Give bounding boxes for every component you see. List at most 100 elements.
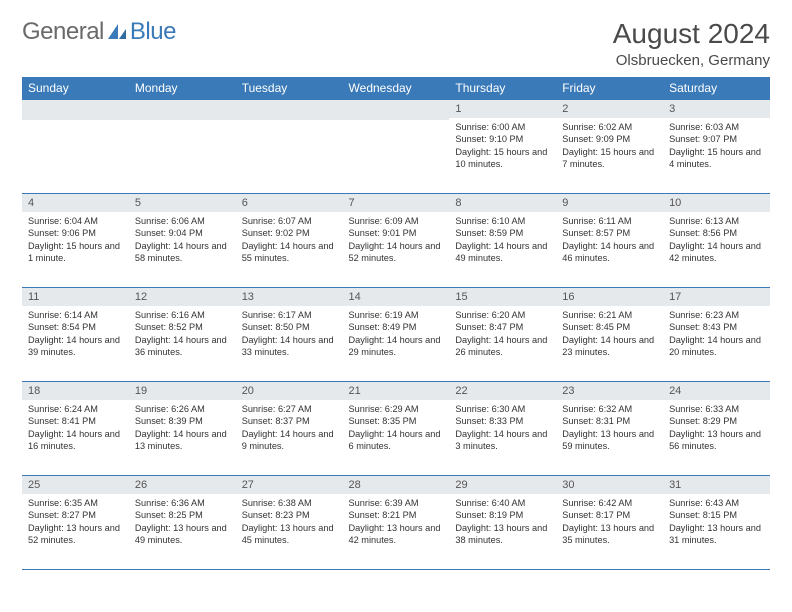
daylight-text: Daylight: 15 hours and 1 minute. <box>28 240 123 265</box>
logo-sail-icon <box>106 22 128 42</box>
day-info: Sunrise: 6:10 AMSunset: 8:59 PMDaylight:… <box>449 212 556 268</box>
title-block: August 2024 Olsbruecken, Germany <box>613 18 770 69</box>
sunset-text: Sunset: 8:33 PM <box>455 415 550 427</box>
calendar-cell: 8Sunrise: 6:10 AMSunset: 8:59 PMDaylight… <box>449 194 556 288</box>
logo-text-1: General <box>22 18 104 46</box>
day-info: Sunrise: 6:21 AMSunset: 8:45 PMDaylight:… <box>556 306 663 362</box>
day-info: Sunrise: 6:09 AMSunset: 9:01 PMDaylight:… <box>343 212 450 268</box>
sunrise-text: Sunrise: 6:02 AM <box>562 121 657 133</box>
calendar-cell: 11Sunrise: 6:14 AMSunset: 8:54 PMDayligh… <box>22 288 129 382</box>
day-info: Sunrise: 6:38 AMSunset: 8:23 PMDaylight:… <box>236 494 343 550</box>
day-info: Sunrise: 6:33 AMSunset: 8:29 PMDaylight:… <box>663 400 770 456</box>
daylight-text: Daylight: 13 hours and 49 minutes. <box>135 522 230 547</box>
calendar-body: 1Sunrise: 6:00 AMSunset: 9:10 PMDaylight… <box>22 100 770 570</box>
calendar-cell: 16Sunrise: 6:21 AMSunset: 8:45 PMDayligh… <box>556 288 663 382</box>
day-info: Sunrise: 6:16 AMSunset: 8:52 PMDaylight:… <box>129 306 236 362</box>
day-info: Sunrise: 6:00 AMSunset: 9:10 PMDaylight:… <box>449 118 556 174</box>
calendar-cell <box>236 100 343 194</box>
day-info: Sunrise: 6:42 AMSunset: 8:17 PMDaylight:… <box>556 494 663 550</box>
day-number: 17 <box>663 288 770 306</box>
sunrise-text: Sunrise: 6:35 AM <box>28 497 123 509</box>
day-number: 13 <box>236 288 343 306</box>
sunrise-text: Sunrise: 6:43 AM <box>669 497 764 509</box>
sunset-text: Sunset: 8:35 PM <box>349 415 444 427</box>
sunset-text: Sunset: 8:29 PM <box>669 415 764 427</box>
sunset-text: Sunset: 9:06 PM <box>28 227 123 239</box>
sunrise-text: Sunrise: 6:39 AM <box>349 497 444 509</box>
sunset-text: Sunset: 8:27 PM <box>28 509 123 521</box>
calendar-cell: 12Sunrise: 6:16 AMSunset: 8:52 PMDayligh… <box>129 288 236 382</box>
sunset-text: Sunset: 8:37 PM <box>242 415 337 427</box>
day-number: 4 <box>22 194 129 212</box>
daylight-text: Daylight: 15 hours and 10 minutes. <box>455 146 550 171</box>
sunrise-text: Sunrise: 6:20 AM <box>455 309 550 321</box>
calendar-cell: 13Sunrise: 6:17 AMSunset: 8:50 PMDayligh… <box>236 288 343 382</box>
month-title: August 2024 <box>613 18 770 50</box>
day-info: Sunrise: 6:39 AMSunset: 8:21 PMDaylight:… <box>343 494 450 550</box>
calendar-cell: 2Sunrise: 6:02 AMSunset: 9:09 PMDaylight… <box>556 100 663 194</box>
day-number: 23 <box>556 382 663 400</box>
sunrise-text: Sunrise: 6:11 AM <box>562 215 657 227</box>
sunset-text: Sunset: 9:02 PM <box>242 227 337 239</box>
daylight-text: Daylight: 14 hours and 52 minutes. <box>349 240 444 265</box>
day-number: 6 <box>236 194 343 212</box>
sunrise-text: Sunrise: 6:36 AM <box>135 497 230 509</box>
day-info: Sunrise: 6:11 AMSunset: 8:57 PMDaylight:… <box>556 212 663 268</box>
day-info: Sunrise: 6:35 AMSunset: 8:27 PMDaylight:… <box>22 494 129 550</box>
daylight-text: Daylight: 14 hours and 13 minutes. <box>135 428 230 453</box>
sunset-text: Sunset: 9:09 PM <box>562 133 657 145</box>
day-number: 29 <box>449 476 556 494</box>
daylight-text: Daylight: 14 hours and 46 minutes. <box>562 240 657 265</box>
day-number: 7 <box>343 194 450 212</box>
calendar-cell: 14Sunrise: 6:19 AMSunset: 8:49 PMDayligh… <box>343 288 450 382</box>
sunrise-text: Sunrise: 6:03 AM <box>669 121 764 133</box>
sunset-text: Sunset: 8:45 PM <box>562 321 657 333</box>
sunset-text: Sunset: 8:47 PM <box>455 321 550 333</box>
day-info: Sunrise: 6:24 AMSunset: 8:41 PMDaylight:… <box>22 400 129 456</box>
daylight-text: Daylight: 13 hours and 42 minutes. <box>349 522 444 547</box>
day-info: Sunrise: 6:19 AMSunset: 8:49 PMDaylight:… <box>343 306 450 362</box>
day-number: 25 <box>22 476 129 494</box>
sunset-text: Sunset: 8:41 PM <box>28 415 123 427</box>
calendar-cell: 24Sunrise: 6:33 AMSunset: 8:29 PMDayligh… <box>663 382 770 476</box>
sunrise-text: Sunrise: 6:32 AM <box>562 403 657 415</box>
day-info: Sunrise: 6:02 AMSunset: 9:09 PMDaylight:… <box>556 118 663 174</box>
empty-day <box>22 100 129 120</box>
day-number: 18 <box>22 382 129 400</box>
calendar-cell: 15Sunrise: 6:20 AMSunset: 8:47 PMDayligh… <box>449 288 556 382</box>
daylight-text: Daylight: 13 hours and 35 minutes. <box>562 522 657 547</box>
day-number: 26 <box>129 476 236 494</box>
sunset-text: Sunset: 8:56 PM <box>669 227 764 239</box>
calendar-cell: 21Sunrise: 6:29 AMSunset: 8:35 PMDayligh… <box>343 382 450 476</box>
sunset-text: Sunset: 8:25 PM <box>135 509 230 521</box>
sunset-text: Sunset: 8:23 PM <box>242 509 337 521</box>
calendar-cell <box>129 100 236 194</box>
calendar-cell: 22Sunrise: 6:30 AMSunset: 8:33 PMDayligh… <box>449 382 556 476</box>
sunrise-text: Sunrise: 6:30 AM <box>455 403 550 415</box>
logo-text-2: Blue <box>130 18 176 46</box>
day-info: Sunrise: 6:27 AMSunset: 8:37 PMDaylight:… <box>236 400 343 456</box>
day-header: Friday <box>556 77 663 100</box>
sunset-text: Sunset: 8:39 PM <box>135 415 230 427</box>
day-info: Sunrise: 6:43 AMSunset: 8:15 PMDaylight:… <box>663 494 770 550</box>
day-header: Tuesday <box>236 77 343 100</box>
sunset-text: Sunset: 8:57 PM <box>562 227 657 239</box>
calendar-week: 4Sunrise: 6:04 AMSunset: 9:06 PMDaylight… <box>22 194 770 288</box>
day-number: 22 <box>449 382 556 400</box>
daylight-text: Daylight: 15 hours and 4 minutes. <box>669 146 764 171</box>
calendar-cell: 6Sunrise: 6:07 AMSunset: 9:02 PMDaylight… <box>236 194 343 288</box>
sunrise-text: Sunrise: 6:07 AM <box>242 215 337 227</box>
day-info: Sunrise: 6:06 AMSunset: 9:04 PMDaylight:… <box>129 212 236 268</box>
calendar-week: 25Sunrise: 6:35 AMSunset: 8:27 PMDayligh… <box>22 476 770 570</box>
calendar-cell: 29Sunrise: 6:40 AMSunset: 8:19 PMDayligh… <box>449 476 556 570</box>
daylight-text: Daylight: 14 hours and 58 minutes. <box>135 240 230 265</box>
calendar-table: SundayMondayTuesdayWednesdayThursdayFrid… <box>22 77 770 570</box>
sunrise-text: Sunrise: 6:29 AM <box>349 403 444 415</box>
sunset-text: Sunset: 8:54 PM <box>28 321 123 333</box>
day-number: 12 <box>129 288 236 306</box>
sunset-text: Sunset: 8:50 PM <box>242 321 337 333</box>
sunrise-text: Sunrise: 6:13 AM <box>669 215 764 227</box>
day-info: Sunrise: 6:20 AMSunset: 8:47 PMDaylight:… <box>449 306 556 362</box>
day-number: 27 <box>236 476 343 494</box>
sunset-text: Sunset: 8:43 PM <box>669 321 764 333</box>
